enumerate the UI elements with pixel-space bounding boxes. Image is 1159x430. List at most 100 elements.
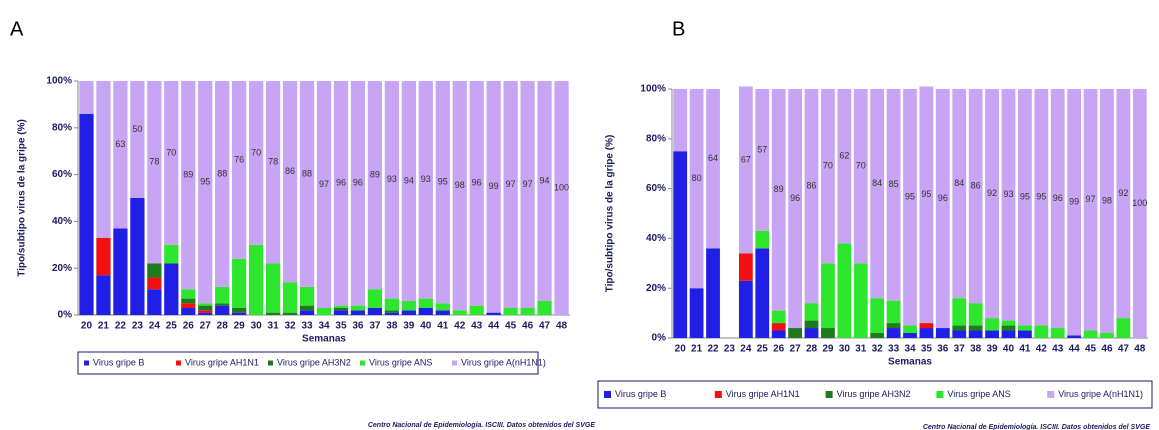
- bar-segment: [333, 307, 349, 311]
- data-label: 88: [302, 168, 312, 178]
- x-tick-label: 35: [921, 344, 933, 355]
- bar-segment: [198, 81, 213, 304]
- legend-swatch: [176, 360, 181, 366]
- footer: Centro Nacional de Epidemiología. ISCIII…: [923, 424, 1150, 430]
- bar-segment: [1018, 330, 1032, 338]
- y-axis-title: Tipo/subtipo virus de la gripe (%): [605, 135, 616, 293]
- y-tick-label: 0%: [58, 310, 73, 321]
- y-tick-label: 60%: [52, 169, 72, 180]
- bar-segment: [935, 328, 950, 338]
- legend-box: [77, 351, 539, 375]
- data-label: 97: [506, 179, 516, 189]
- bar-segment: [130, 198, 145, 315]
- bar-segment: [79, 81, 94, 114]
- bar-segment: [788, 328, 802, 338]
- bar-segment: [1001, 89, 1016, 321]
- bar-segment: [401, 310, 416, 315]
- x-tick-label: 32: [872, 344, 884, 355]
- bar-segment: [215, 303, 230, 306]
- bar-segment: [968, 330, 983, 338]
- bar-segment: [503, 81, 518, 308]
- footer: Centro Nacional de Epidemiología. ISCIII…: [368, 422, 595, 429]
- data-label: 64: [708, 153, 718, 163]
- bar-segment: [486, 81, 501, 313]
- bar-segment: [1116, 318, 1131, 338]
- x-tick-label: 42: [1036, 344, 1048, 355]
- x-tick-label: 22: [707, 344, 719, 355]
- data-label: 96: [472, 178, 482, 188]
- bar-segment: [968, 89, 983, 304]
- bar-segment: [1067, 89, 1082, 336]
- data-label: 98: [1102, 195, 1112, 205]
- bar-segment: [821, 263, 835, 329]
- bar-segment: [452, 310, 467, 315]
- legend-label: Virus gripe A(nH1N1): [1058, 389, 1143, 399]
- bar-segment: [1018, 89, 1032, 326]
- bar-segment: [837, 89, 852, 244]
- bar-segment: [853, 89, 868, 264]
- bar-segment: [1050, 89, 1065, 329]
- data-label: 85: [889, 179, 899, 189]
- bar-segment: [96, 81, 111, 238]
- bar-segment: [350, 305, 366, 311]
- bar-segment: [985, 318, 999, 331]
- legend-swatch: [825, 391, 833, 398]
- bar-segment: [181, 289, 196, 299]
- x-tick-label: 23: [724, 344, 736, 355]
- legend-label: Virus gripe ANS: [947, 389, 1010, 399]
- bar-segment: [265, 81, 281, 264]
- data-label: 80: [692, 173, 702, 183]
- x-axis-title: Semanas: [302, 334, 346, 345]
- bar-segment: [1067, 335, 1082, 338]
- bar-segment: [316, 81, 332, 308]
- bar-segment: [164, 81, 179, 245]
- legend-swatch: [936, 391, 944, 398]
- bar-segment: [350, 310, 366, 315]
- bar-segment: [821, 328, 835, 338]
- bar-segment: [198, 303, 213, 306]
- x-tick-label: 47: [1118, 344, 1130, 355]
- data-label: 99: [1069, 197, 1079, 207]
- data-label: 98: [455, 180, 465, 190]
- x-tick-label: 27: [790, 344, 802, 355]
- data-label: 99: [489, 181, 499, 191]
- bar-segment: [985, 330, 999, 338]
- bar-segment: [919, 328, 934, 338]
- x-tick-label: 44: [1069, 344, 1081, 355]
- bar-segment: [1132, 89, 1147, 338]
- bar-segment: [147, 277, 162, 290]
- x-tick-label: 41: [1019, 344, 1031, 355]
- bar-segment: [198, 305, 213, 311]
- panel-label: A: [10, 18, 24, 40]
- legend-swatch: [84, 360, 89, 366]
- x-tick-label: 31: [855, 344, 867, 355]
- bar-segment: [164, 263, 179, 315]
- bar-segment: [952, 330, 967, 338]
- x-tick-label: 38: [386, 321, 398, 332]
- x-tick-label: 26: [773, 344, 785, 355]
- bar-segment: [1100, 89, 1114, 334]
- data-label: 95: [921, 189, 931, 199]
- bar-segment: [147, 263, 162, 278]
- bar-segment: [265, 312, 281, 315]
- data-label: 89: [774, 184, 784, 194]
- bar-segment: [79, 113, 94, 315]
- bar-segment: [181, 298, 196, 304]
- y-tick-label: 20%: [52, 263, 72, 274]
- data-label: 89: [183, 170, 193, 180]
- bar-segment: [384, 312, 399, 315]
- data-label: 95: [1036, 192, 1046, 202]
- x-tick-label: 34: [904, 344, 916, 355]
- y-axis-title: Tipo/subtipo virus de la gripe (%): [17, 119, 28, 277]
- x-tick-label: 23: [132, 321, 144, 332]
- x-tick-label: 31: [268, 321, 280, 332]
- bar-segment: [673, 151, 688, 338]
- data-label: 95: [438, 177, 448, 187]
- bar-segment: [333, 310, 349, 315]
- bar-segment: [1083, 330, 1098, 338]
- x-tick-label: 33: [301, 321, 313, 332]
- x-tick-label: 40: [420, 321, 432, 332]
- x-tick-label: 48: [1134, 344, 1146, 355]
- data-label: 94: [540, 175, 550, 185]
- x-tick-label: 22: [115, 321, 127, 332]
